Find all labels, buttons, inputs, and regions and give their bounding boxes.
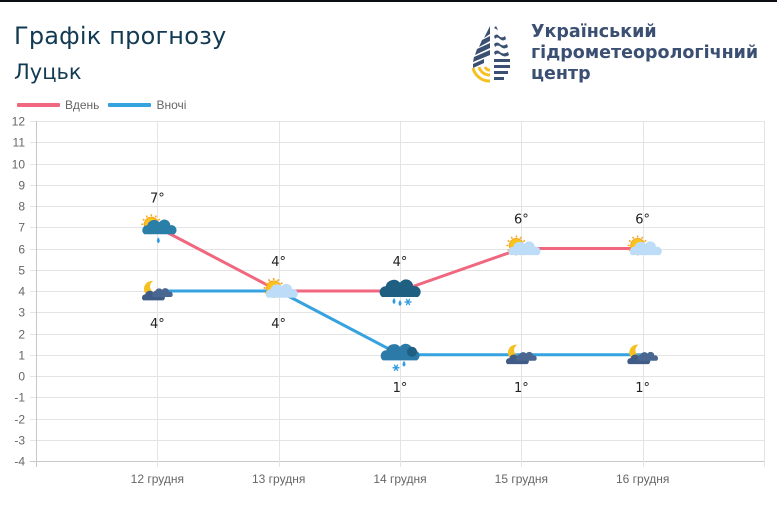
org-name-line-3: центр (531, 64, 591, 84)
chart-legend: Вдень Вночі (17, 98, 195, 112)
sun-cloud-rain-icon (141, 214, 177, 244)
data-point-label: 7° (150, 191, 165, 206)
cloud-rain-snow-icon (379, 279, 421, 306)
y-tick-label: 3 (18, 306, 25, 320)
sun-cloud-icon (627, 235, 662, 256)
page-title: Графік прогнозу (14, 22, 227, 50)
legend-label-day: Вдень (65, 98, 100, 112)
water-drop-logo-icon (471, 26, 510, 83)
top-border (0, 0, 777, 2)
data-point-label: 4° (150, 317, 165, 332)
y-tick-label: 6 (18, 243, 25, 257)
sun-cloud-icon (506, 235, 541, 256)
x-tick-label: 12 грудня (131, 472, 184, 486)
organization-name: Український гідрометеорологічний центр (531, 22, 758, 85)
y-tick-label: 10 (12, 158, 26, 172)
x-tick-label: 13 грудня (252, 472, 305, 486)
data-point-label: 1° (393, 381, 408, 396)
x-tick-label: 15 грудня (495, 472, 548, 486)
data-point-label: 4° (271, 255, 286, 270)
y-tick-label: -3 (14, 434, 25, 448)
y-tick-label: 1 (18, 349, 25, 363)
y-tick-label: 9 (18, 179, 25, 193)
data-point-label: 4° (271, 317, 286, 332)
moon-cloud-icon (627, 344, 658, 365)
y-tick-label: 0 (18, 370, 25, 384)
y-tick-label: 8 (18, 200, 25, 214)
data-point-label: 1° (635, 381, 650, 396)
y-tick-label: -2 (14, 413, 25, 427)
legend-swatch-day (17, 103, 60, 107)
y-tick-label: 7 (18, 221, 25, 235)
x-tick-label: 14 грудня (373, 472, 426, 486)
x-tick-label: 16 грудня (616, 472, 669, 486)
y-tick-label: 5 (18, 264, 25, 278)
data-point-label: 6° (514, 213, 529, 228)
y-tick-label: 4 (18, 285, 25, 299)
y-tick-label: -1 (14, 391, 25, 405)
cloud-snow-rain-icon (380, 343, 420, 372)
y-tick-label: 11 (13, 136, 26, 150)
moon-cloud-icon (506, 344, 537, 365)
legend-item-night[interactable]: Вночі (108, 98, 186, 112)
y-tick-label: -4 (14, 455, 25, 469)
data-point-label: 1° (514, 381, 529, 396)
y-tick-label: 2 (18, 328, 25, 342)
data-point-label: 6° (635, 213, 650, 228)
org-name-line-1: Український (531, 22, 657, 42)
data-point-label: 4° (393, 255, 408, 270)
legend-label-night: Вночі (156, 98, 187, 112)
moon-cloud-icon (141, 280, 173, 301)
legend-item-day[interactable]: Вдень (17, 98, 99, 112)
y-tick-label: 12 (12, 115, 26, 129)
sun-cloud-icon (263, 278, 298, 298)
org-name-line-2: гідрометеорологічний (531, 43, 759, 63)
legend-swatch-night (108, 103, 152, 107)
city-name: Луцьк (14, 60, 82, 84)
